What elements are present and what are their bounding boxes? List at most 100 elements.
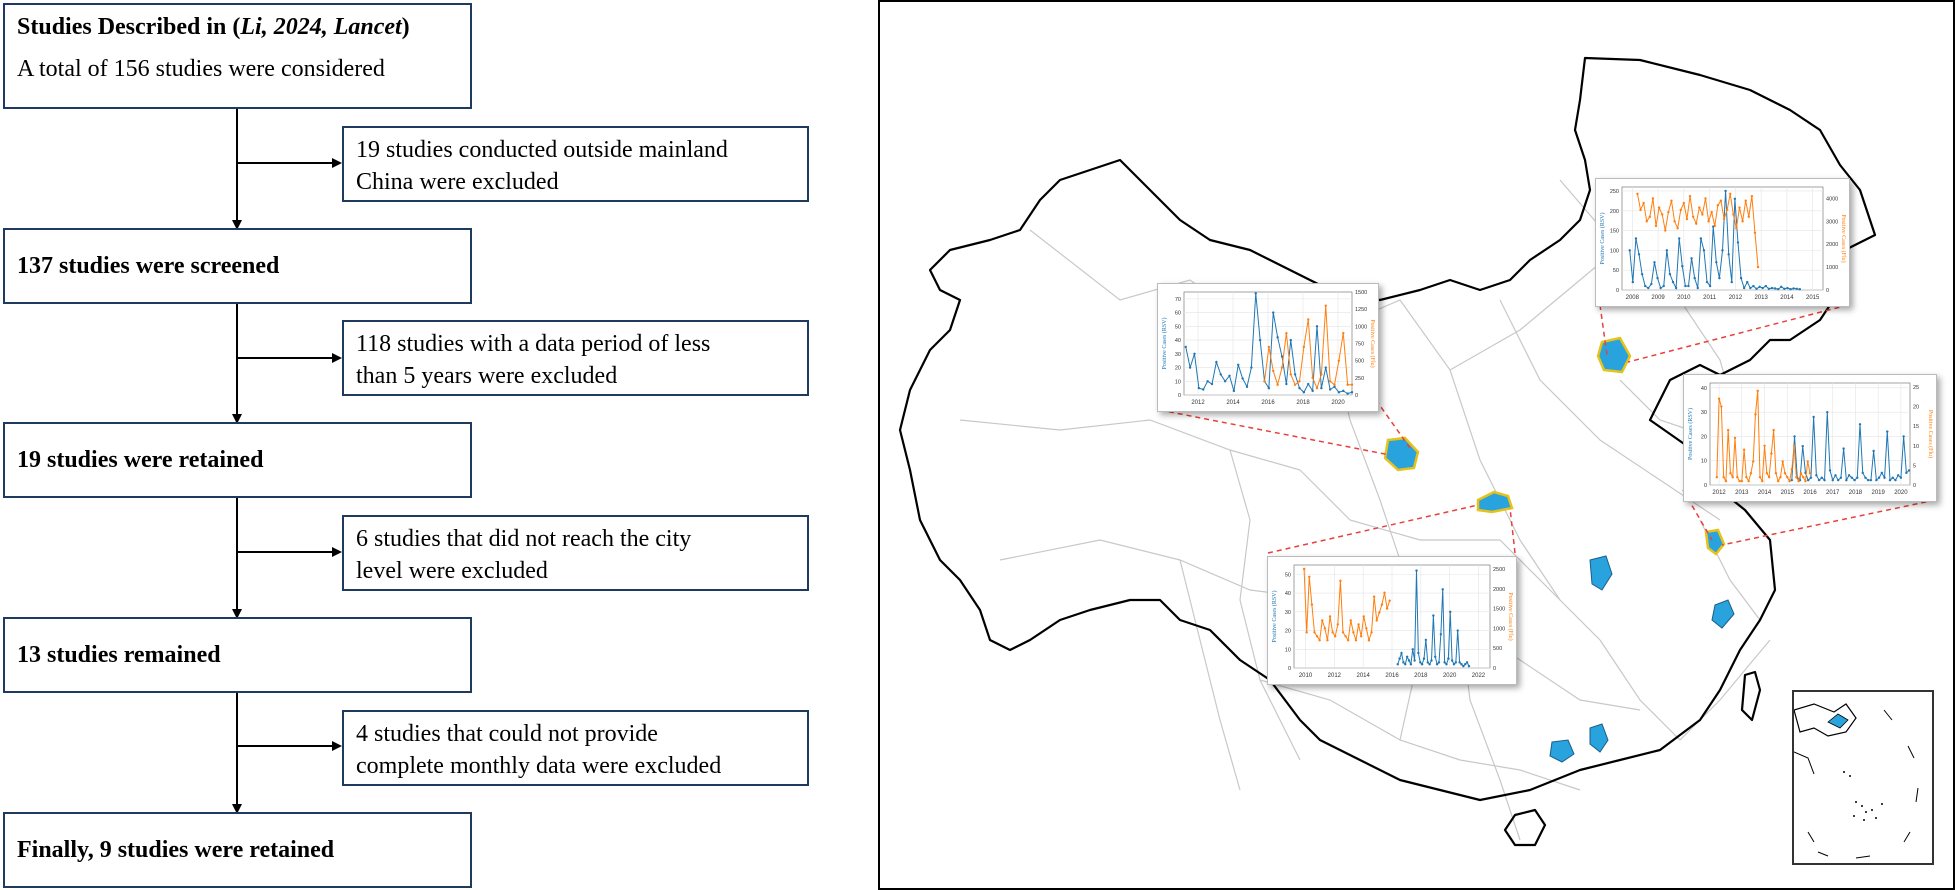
series-point-flu: [1742, 448, 1746, 451]
y-right-tick-label: 1500: [1493, 607, 1505, 613]
y-left-tick-label: 20: [1285, 629, 1291, 635]
series-point-flu: [1732, 213, 1735, 216]
series-point-flu: [1339, 579, 1342, 583]
series-point-flu: [1731, 475, 1734, 479]
y-left-tick-label: 40: [1285, 591, 1291, 597]
series-point-rsv: [1780, 285, 1783, 289]
series-point-flu: [1799, 472, 1803, 475]
series-point-rsv: [1721, 249, 1724, 252]
series-point-rsv: [1411, 648, 1414, 651]
x-tick-label: 2018: [1296, 400, 1310, 406]
series-point-flu: [1661, 213, 1664, 216]
x-tick-label: 2016: [1385, 673, 1399, 679]
region-north: [1596, 336, 1632, 374]
series-point-flu: [1761, 479, 1764, 483]
y-right-tick-label: 250: [1355, 376, 1364, 382]
y-left-tick-label: 150: [1610, 229, 1619, 235]
series-point-flu: [1720, 405, 1723, 408]
series-point-flu: [1315, 386, 1319, 390]
y-left-tick-label: 60: [1175, 311, 1181, 317]
series-point-rsv: [1643, 284, 1647, 288]
series-point-flu: [1324, 304, 1327, 307]
series-point-flu: [1717, 397, 1721, 400]
series-point-rsv: [1858, 423, 1862, 426]
series-point-rsv: [1656, 276, 1659, 280]
series-point-flu: [1383, 591, 1386, 594]
series-point-rsv: [1773, 287, 1777, 290]
series-point-rsv: [1647, 286, 1650, 290]
x-tick-label: 2013: [1735, 490, 1749, 496]
step-excluded-2-line1: 118 studies with a data period of less: [356, 331, 711, 357]
series-point-flu: [1738, 206, 1741, 209]
series-point-flu: [1323, 627, 1327, 630]
y-right-tick-label: 1250: [1355, 307, 1367, 313]
series-point-flu: [1285, 332, 1288, 335]
series-point-flu: [1750, 194, 1754, 198]
series-point-flu: [1272, 369, 1275, 373]
series-point-rsv: [1809, 476, 1813, 479]
series-point-rsv: [1464, 663, 1467, 666]
series-line-rsv: [1791, 412, 1910, 482]
y-left-axis-title: Positive Cases (RSV): [1599, 212, 1606, 264]
series-point-flu: [1701, 213, 1704, 216]
series-point-rsv: [1415, 569, 1418, 572]
study-regions-plain: [1549, 555, 1735, 763]
y-right-tick-label: 20: [1913, 405, 1919, 411]
y-right-axis-title: Positive Cases (Flu): [1840, 214, 1847, 262]
series-point-flu: [1293, 383, 1297, 386]
series-point-rsv: [1786, 286, 1789, 290]
series-point-flu: [1362, 615, 1365, 618]
series-line-flu: [1303, 568, 1391, 643]
series-point-flu: [1741, 220, 1744, 223]
series-line-flu: [1636, 193, 1759, 268]
series-point-flu: [1331, 631, 1334, 634]
series-point-flu: [1797, 479, 1800, 483]
y-right-tick-label: 15: [1913, 424, 1919, 430]
series-point-flu: [1267, 345, 1271, 349]
series-point-flu: [1735, 227, 1738, 230]
series-point-flu: [1772, 428, 1775, 432]
series-point-rsv: [1193, 352, 1196, 355]
series-point-rsv: [1853, 478, 1856, 482]
series-point-flu: [1685, 217, 1689, 221]
series-point-rsv: [1202, 388, 1205, 391]
series-point-flu: [1645, 220, 1648, 223]
series-point-rsv: [1428, 663, 1431, 666]
series-point-rsv: [1337, 391, 1341, 394]
y-right-tick-label: 2500: [1493, 567, 1505, 573]
y-left-tick-label: 30: [1175, 352, 1181, 358]
x-tick-label: 2020: [1331, 400, 1345, 406]
series-point-rsv: [1877, 476, 1881, 479]
series-point-rsv: [1696, 286, 1699, 290]
series-point-rsv: [1718, 276, 1721, 280]
series-point-flu: [1744, 199, 1747, 202]
series-point-rsv: [1823, 478, 1826, 482]
hainan-island: [1503, 808, 1547, 847]
y-left-tick-label: 0: [1288, 666, 1291, 672]
series-point-rsv: [1465, 661, 1469, 664]
series-point-flu: [1307, 318, 1310, 321]
series-point-flu: [1716, 204, 1720, 207]
series-point-flu: [1676, 227, 1679, 230]
series-point-rsv: [1883, 476, 1886, 479]
series-point-rsv: [1665, 249, 1669, 252]
source-title-suffix: ): [401, 14, 410, 40]
series-point-rsv: [1435, 663, 1439, 666]
minichart-northwest: 2012 2014 2016 2018 2020 0 10 20 30 40 50 60 70 0 250 5…: [1157, 283, 1379, 412]
series-point-rsv: [1302, 391, 1306, 394]
y-left-tick-label: 50: [1175, 324, 1181, 330]
step-kept-1: 137 studies were screened: [3, 228, 472, 304]
series-point-flu: [1726, 428, 1730, 432]
series-point-rsv: [1324, 366, 1327, 369]
series-point-rsv: [1817, 478, 1821, 482]
series-point-rsv: [1467, 664, 1471, 668]
series-point-flu: [1722, 475, 1725, 479]
x-tick-label: 2018: [1849, 490, 1863, 496]
x-tick-label: 2011: [1703, 295, 1717, 301]
series-point-rsv: [1245, 385, 1249, 388]
y-right-tick-label: 0: [1826, 288, 1829, 294]
step-kept-2: 19 studies were retained: [3, 422, 472, 498]
series-point-flu: [1719, 199, 1723, 202]
series-point-flu: [1642, 201, 1645, 205]
series-point-rsv: [1237, 363, 1240, 366]
